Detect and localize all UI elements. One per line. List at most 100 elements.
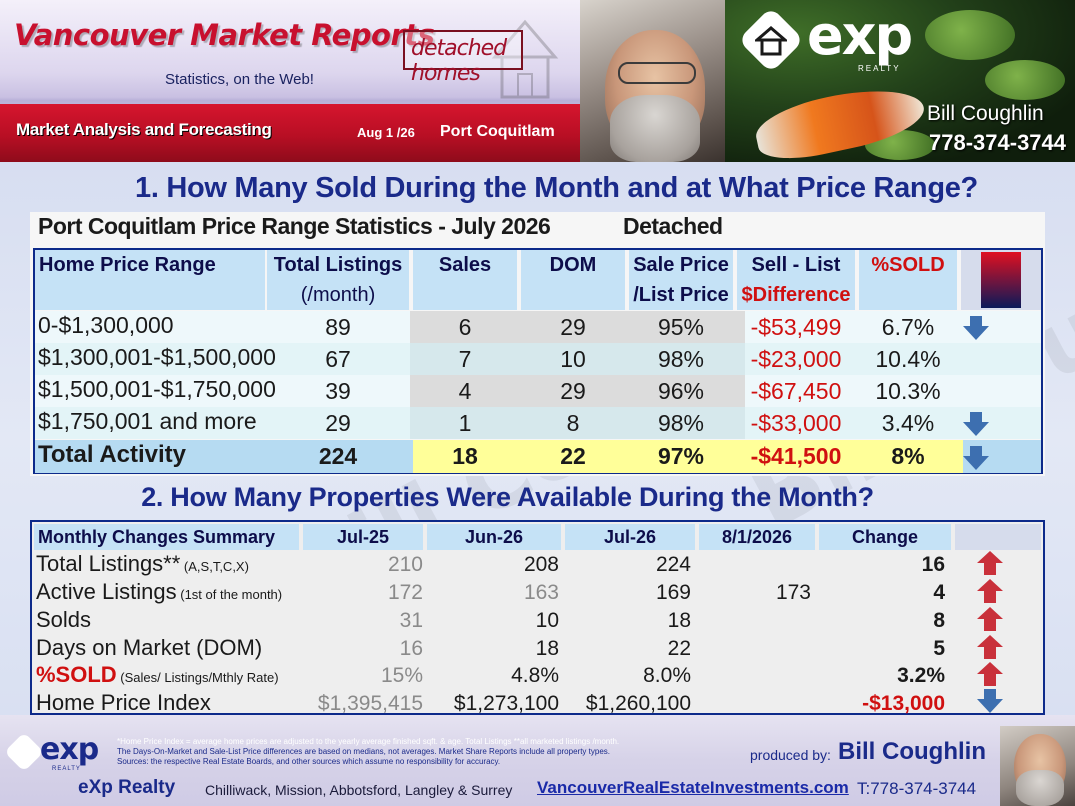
col-header-sales: Sales — [413, 250, 517, 310]
website-link[interactable]: VancouverRealEstateInvestments.com — [537, 778, 849, 797]
agent-phone[interactable]: 778-374-3744 — [929, 130, 1067, 155]
row-diff: -$53,499 — [750, 314, 842, 340]
total-diff: -$41,500 — [750, 443, 842, 469]
produced-by-label: produced by: — [750, 747, 831, 763]
col-header-c4: 8/1/2026 — [699, 524, 815, 550]
col-header-change: Change — [819, 524, 951, 550]
summary-c3: 8.0% — [643, 664, 691, 687]
row-ratio: 95% — [657, 314, 705, 340]
footnote-3: Sources: the respective Real Estate Boar… — [117, 757, 501, 766]
house-sketch-icon — [491, 19, 559, 99]
row-pct: 10.3% — [875, 378, 941, 404]
col-header-c2: Jun-26 — [427, 524, 561, 550]
up-arrow-icon — [977, 635, 1003, 659]
footer-logo-realty: REALTY — [52, 766, 81, 772]
summary-change: -$13,000 — [862, 692, 945, 715]
col-header-ratio-line1: Sale Price — [633, 254, 729, 276]
col-header-listings-line1: Total Listings — [273, 254, 403, 276]
up-arrow-icon — [977, 607, 1003, 631]
property-type-badge: detached homes — [403, 30, 523, 86]
house-icon — [755, 26, 787, 56]
col-header-summary: Monthly Changes Summary — [34, 524, 299, 550]
footer-phone[interactable]: T:778-374-3744 — [857, 779, 977, 798]
col-header-pct: %SOLD — [859, 250, 957, 310]
summary-c2: 10 — [535, 609, 559, 632]
col-header-c2-label: Jun-26 — [464, 527, 524, 547]
row-listings: 67 — [325, 346, 351, 372]
row-listings: 39 — [325, 378, 351, 404]
footer-agent-photo — [1000, 726, 1075, 806]
price-range-table-frame — [33, 248, 1043, 474]
summary-change: 16 — [921, 553, 945, 576]
summary-c1: 16 — [399, 637, 423, 660]
footer-logo[interactable]: exp — [40, 732, 99, 767]
agent-name: Bill Coughlin — [927, 102, 1044, 125]
row-ratio: 98% — [657, 410, 705, 436]
producer-name: Bill Coughlin — [838, 738, 986, 765]
row-dom: 29 — [560, 378, 586, 404]
summary-row-title: Active Listings — [36, 579, 177, 604]
summary-c3: 224 — [655, 553, 691, 576]
summary-c2: 163 — [523, 581, 559, 604]
total-sales: 18 — [452, 443, 478, 469]
col-header-diff-line1: Sell - List — [751, 254, 841, 276]
section2-heading: 2. How Many Properties Were Available Du… — [141, 482, 874, 512]
row-range: 0-$1,300,000 — [38, 312, 174, 338]
col-header-diff-line2: $Difference — [741, 284, 851, 306]
row-dom: 8 — [566, 410, 580, 436]
table-row — [35, 407, 1041, 439]
total-listings: 224 — [318, 443, 358, 469]
col-header-listings: Total Listings (/month) — [267, 250, 409, 310]
footer-brand: eXp Realty — [78, 777, 176, 798]
col-header-trend — [961, 250, 1041, 310]
row-diff: -$67,450 — [750, 378, 842, 404]
summary-c4: 173 — [775, 581, 811, 604]
row-sales: 6 — [458, 314, 472, 340]
agent-photo — [580, 0, 725, 162]
row-range: $1,300,001-$1,500,000 — [38, 344, 276, 370]
summary-c1: 210 — [387, 553, 423, 576]
row-sales: 4 — [458, 378, 472, 404]
col-header-c1: Jul-25 — [303, 524, 423, 550]
col-header-ratio-line2: /List Price — [633, 284, 729, 306]
summary-c1: 31 — [399, 609, 423, 632]
summary-c2: 4.8% — [511, 664, 559, 687]
logo-word: exp — [807, 4, 913, 67]
summary-c1: $1,395,415 — [317, 692, 423, 715]
summary-c3: 169 — [655, 581, 691, 604]
section1-heading: 1. How Many Sold During the Month and at… — [135, 172, 978, 204]
down-arrow-icon — [963, 446, 989, 470]
table-caption: Port Coquitlam Price Range Statistics - … — [38, 213, 551, 239]
col-header-summary-label: Monthly Changes Summary — [38, 527, 276, 547]
site-title[interactable]: Vancouver Market Reports — [14, 18, 435, 52]
summary-c2: 18 — [535, 637, 559, 660]
row-diff: -$33,000 — [750, 410, 842, 436]
col-header-range-label: Home Price Range — [39, 254, 216, 276]
col-header-c3-label: Jul-26 — [603, 527, 657, 547]
row-pct: 10.4% — [875, 346, 941, 372]
gradient-thermometer-icon — [981, 252, 1021, 308]
table-row — [35, 311, 1041, 343]
summary-row-note: (Sales/ Listings/Mthly Rate) — [116, 670, 279, 685]
summary-row-title: Days on Market (DOM) — [36, 635, 263, 660]
exp-realty-logo[interactable]: exp REALTY — [737, 4, 951, 80]
row-pct: 6.7% — [881, 314, 935, 340]
summary-row-label: %SOLD (Sales/ Listings/Mthly Rate) — [36, 662, 279, 688]
up-arrow-icon — [977, 579, 1003, 603]
col-header-dom-label: DOM — [549, 254, 597, 276]
down-arrow-icon — [963, 316, 989, 340]
row-dom: 29 — [560, 314, 586, 340]
col-header-c4-label: 8/1/2026 — [721, 527, 793, 547]
summary-change: 3.2% — [897, 664, 945, 687]
summary-row-label: Home Price Index — [36, 690, 211, 716]
summary-c2: 208 — [523, 553, 559, 576]
up-arrow-icon — [977, 662, 1003, 686]
col-header-change-label: Change — [851, 527, 918, 547]
report-header: Vancouver Market Reports Statistics, on … — [0, 0, 1075, 162]
row-dom: 10 — [560, 346, 586, 372]
col-header-listings-line2: (/month) — [300, 284, 376, 306]
summary-row-title: %SOLD — [36, 662, 117, 687]
band-tagline: Market Analysis and Forecasting — [16, 120, 272, 139]
summary-c3: 22 — [667, 637, 691, 660]
row-ratio: 98% — [657, 346, 705, 372]
